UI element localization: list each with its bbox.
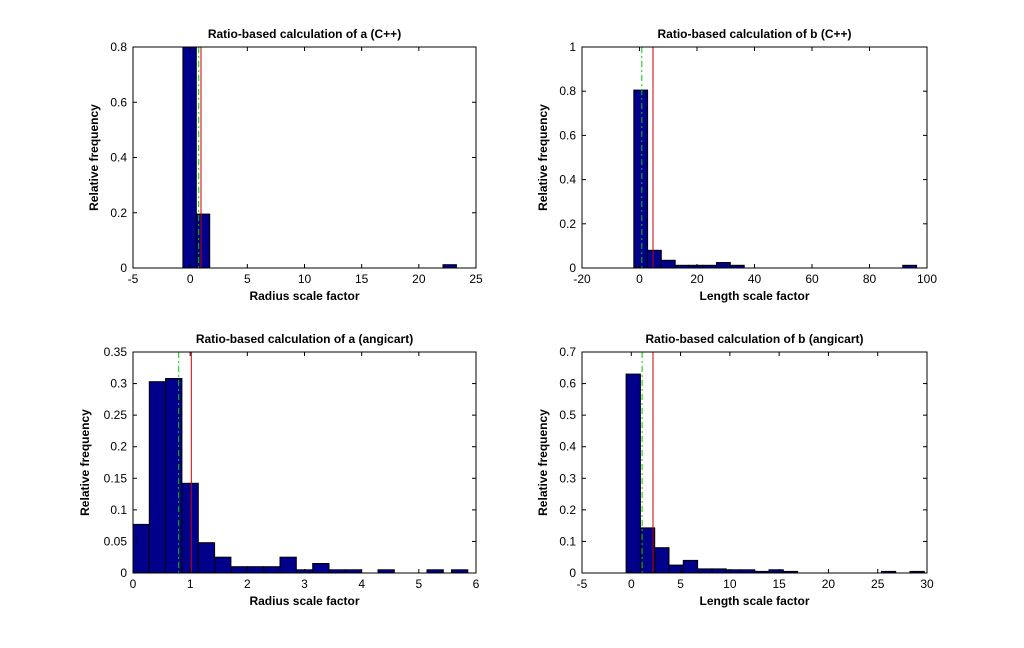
y-tick-label: 0.4 <box>559 173 576 187</box>
x-tick-label: 4 <box>358 577 365 591</box>
histogram-bar <box>132 523 150 574</box>
x-tick-label: 1 <box>187 577 194 591</box>
histogram-bar <box>668 564 684 574</box>
x-tick-label: 0 <box>636 272 643 286</box>
x-tick-label: 25 <box>871 577 885 591</box>
x-tick-label: 0 <box>187 272 194 286</box>
x-tick-label: 0 <box>628 577 635 591</box>
x-tick-label: 80 <box>863 272 877 286</box>
chart-panel-2: -20 0 20 40 60 80 10000.20.40.60.81Ratio-based… <box>536 27 937 303</box>
chart-panel-3: 0 1 2 3 4 5 6 0 0.05 0.1 0.15 0.2 0.25 0.3 0.35 Ratio-b… <box>78 332 480 608</box>
histogram-bar <box>716 262 731 269</box>
y-tick-label: 0.2 <box>559 503 576 517</box>
x-tick-label: 3 <box>301 577 308 591</box>
y-tick-label: 0.7 <box>559 345 576 359</box>
y-tick-label: 0.35 <box>104 345 128 359</box>
y-tick-label: 0.15 <box>104 471 128 485</box>
y-tick-label: 0.4 <box>559 440 576 454</box>
x-tick-label: 20 <box>822 577 836 591</box>
y-tick-label: 0.4 <box>110 151 127 165</box>
x-tick-label: -5 <box>128 272 139 286</box>
histogram-bar <box>181 482 199 574</box>
x-axis-label: Length scale factor <box>699 594 809 608</box>
histogram-bar <box>660 259 676 269</box>
x-tick-label: 5 <box>244 272 251 286</box>
x-tick-label: 10 <box>298 272 312 286</box>
x-tick-label: 40 <box>748 272 762 286</box>
chart-title: Ratio-based calculation of a (C++) <box>208 27 401 41</box>
axes-frame <box>581 351 928 574</box>
y-axis-label: Relative frequency <box>536 104 550 211</box>
y-tick-label: 0.05 <box>104 534 128 548</box>
y-axis-label: Relative frequency <box>536 409 550 516</box>
x-tick-label: 60 <box>805 272 819 286</box>
y-tick-label: 0.8 <box>559 84 576 98</box>
histogram-bar <box>647 249 662 269</box>
histogram-bar <box>214 556 232 574</box>
x-tick-label: 20 <box>690 272 704 286</box>
x-tick-label: -20 <box>573 272 591 286</box>
chart-panel-4: -5 0 5 10 15 20 25 3000.10.20.30.40.50.60.7Rati… <box>536 332 934 608</box>
x-tick-label: 5 <box>677 577 684 591</box>
histogram-bar <box>711 568 727 574</box>
x-axis-label: Length scale factor <box>699 289 809 303</box>
y-axis-label: Relative frequency <box>78 409 92 516</box>
y-tick-label: 0 <box>569 566 576 580</box>
x-axis-label: Radius scale factor <box>249 289 359 303</box>
y-tick-label: 0 <box>569 261 576 275</box>
x-tick-label: 30 <box>920 577 934 591</box>
histogram-bar <box>165 378 183 574</box>
y-tick-label: 0.1 <box>110 503 127 517</box>
y-tick-label: 0.3 <box>559 471 576 485</box>
histogram-bar <box>625 373 641 574</box>
x-tick-label: 5 <box>415 577 422 591</box>
histogram-bar <box>682 559 699 574</box>
histogram-bar <box>182 46 197 269</box>
y-tick-label: 0.6 <box>559 377 576 391</box>
histogram-bar <box>148 381 167 574</box>
y-tick-label: 0.3 <box>110 377 127 391</box>
histogram-bar <box>230 566 248 574</box>
chart-title: Ratio-based calculation of b (C++) <box>657 27 851 41</box>
histogram-bar <box>279 556 297 574</box>
x-tick-label: 15 <box>355 272 369 286</box>
y-tick-label: 0.2 <box>559 217 576 231</box>
histogram-bar <box>263 566 281 574</box>
x-tick-label: 25 <box>469 272 483 286</box>
histogram-bar <box>697 568 713 574</box>
y-tick-label: 0.1 <box>559 534 576 548</box>
y-tick-label: 0 <box>120 566 127 580</box>
x-tick-label: 0 <box>130 577 137 591</box>
histogram-bar <box>312 563 330 574</box>
y-tick-label: 1 <box>569 40 576 54</box>
y-tick-label: 0.2 <box>110 206 127 220</box>
x-tick-label: -5 <box>577 577 588 591</box>
x-tick-label: 2 <box>244 577 251 591</box>
y-tick-label: 0.5 <box>559 408 576 422</box>
x-tick-label: 15 <box>772 577 786 591</box>
y-tick-label: 0.2 <box>110 440 127 454</box>
histogram-bar <box>654 547 670 574</box>
x-tick-label: 6 <box>473 577 480 591</box>
x-axis-label: Radius scale factor <box>249 594 359 608</box>
y-tick-label: 0 <box>120 261 127 275</box>
x-tick-label: 20 <box>412 272 426 286</box>
x-tick-label: 10 <box>723 577 737 591</box>
y-tick-label: 0.25 <box>104 408 128 422</box>
histogram-bar <box>633 89 649 269</box>
histogram-bar <box>197 542 216 574</box>
chart-title: Ratio-based calculation of b (angicart) <box>645 332 863 346</box>
histogram-bar <box>246 566 265 574</box>
chart-title: Ratio-based calculation of a (angicart) <box>196 332 413 346</box>
y-axis-label: Relative frequency <box>87 104 101 211</box>
y-tick-label: 0.6 <box>110 95 127 109</box>
y-tick-label: 0.6 <box>559 128 576 142</box>
y-tick-label: 0.8 <box>110 40 127 54</box>
x-tick-label: 100 <box>917 272 937 286</box>
